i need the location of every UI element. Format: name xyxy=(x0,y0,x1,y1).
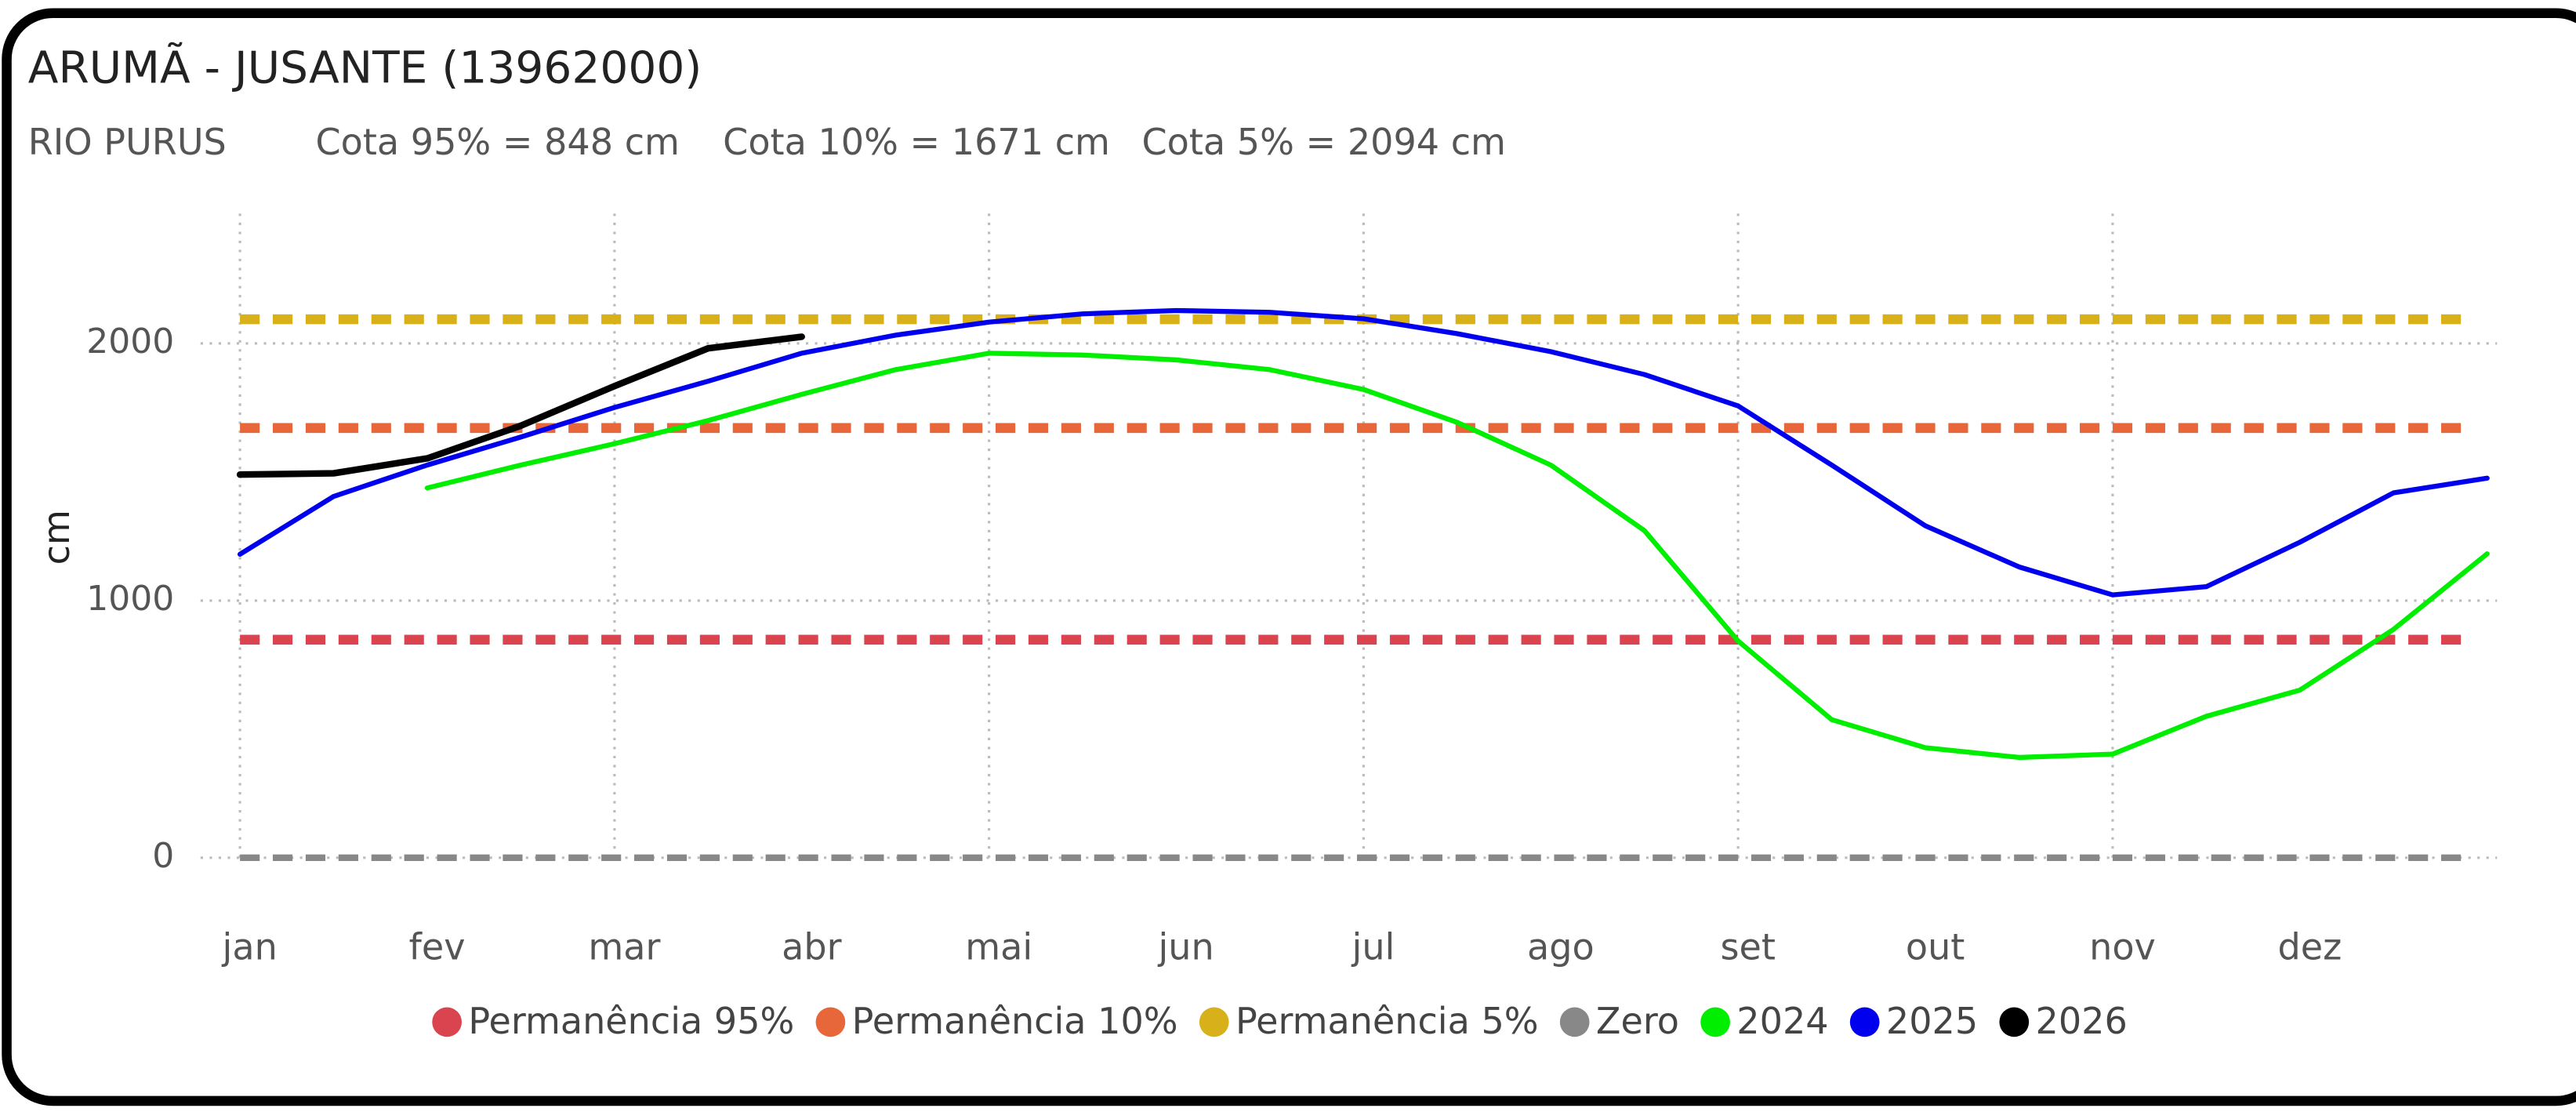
subtitle: Cota 95% = 848 cm xyxy=(315,121,679,163)
legend-marker xyxy=(815,1007,846,1037)
x-tick-label: jan xyxy=(222,926,278,968)
subtitle: RIO PURUS xyxy=(28,121,227,163)
x-tick-label: mai xyxy=(965,926,1032,968)
legend-marker xyxy=(1849,1007,1880,1037)
y-tick-label: 2000 xyxy=(86,322,174,361)
legend-label: Zero xyxy=(1596,1000,1679,1042)
y-axis-label: cm xyxy=(35,510,78,565)
legend-marker xyxy=(1700,1007,1730,1037)
legend-label: 2025 xyxy=(1886,1000,1978,1042)
x-tick-label: set xyxy=(1721,926,1776,968)
series-line xyxy=(424,351,2490,761)
x-tick-label: nov xyxy=(2089,926,2156,968)
legend-marker xyxy=(432,1007,462,1037)
y-tick-label: 1000 xyxy=(86,579,174,619)
x-tick-label: mar xyxy=(588,926,660,968)
subtitle: Cota 5% = 2094 cm xyxy=(1142,121,1506,163)
chart-title: ARUMÃ - JUSANTE (13962000) xyxy=(28,42,702,94)
subtitle: Cota 10% = 1671 cm xyxy=(723,121,1110,163)
legend-marker xyxy=(1999,1007,2030,1037)
y-tick-label: 0 xyxy=(152,836,174,876)
x-tick-label: jul xyxy=(1351,926,1395,968)
series-line xyxy=(236,333,805,478)
legend-label: 2026 xyxy=(2036,1000,2128,1042)
legend-marker xyxy=(1559,1007,1590,1037)
legend-marker xyxy=(1199,1007,1229,1037)
x-tick-label: fev xyxy=(409,926,466,968)
legend-label: Permanência 95% xyxy=(468,1000,794,1042)
x-tick-label: dez xyxy=(2277,926,2342,968)
series-line xyxy=(237,307,2490,598)
legend-label: Permanência 10% xyxy=(852,1000,1178,1042)
x-tick-label: jun xyxy=(1157,926,1214,968)
x-tick-label: ago xyxy=(1527,926,1595,968)
legend-label: 2024 xyxy=(1736,1000,1828,1042)
legend-label: Permanência 5% xyxy=(1235,1000,1539,1042)
x-tick-label: abr xyxy=(782,926,841,968)
card-border xyxy=(2,8,2576,1106)
x-tick-label: out xyxy=(1906,926,1965,968)
